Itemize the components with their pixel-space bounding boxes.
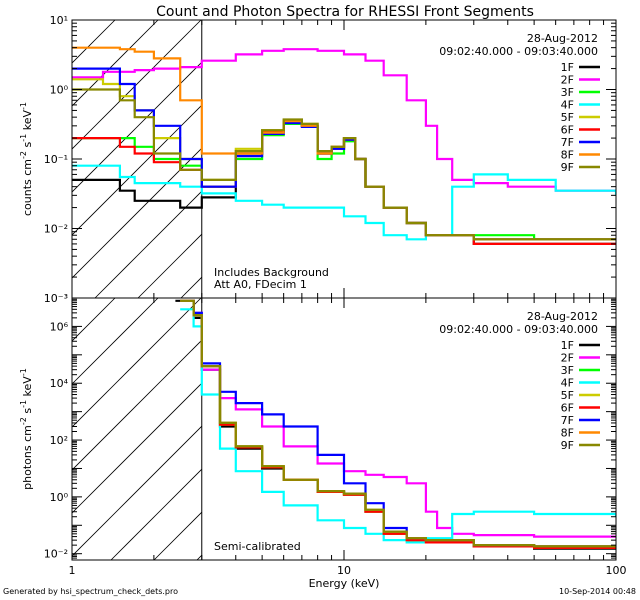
counts-y-axis: 10⁻³ 10⁻² 10⁻¹ 10⁰ 10¹ — [44, 14, 616, 305]
photons-series-6F — [180, 299, 616, 549]
counts-legend-label-2F: 2F — [561, 74, 574, 87]
photons-x-tick-label: 100 — [606, 564, 627, 577]
photons-legend-label-6F: 6F — [561, 402, 574, 415]
counts-hatch-line — [396, 20, 640, 298]
counts-legend-label-5F: 5F — [561, 111, 574, 124]
counts-y-axis-label: counts cm-2 s-1 keV-1 — [19, 102, 34, 216]
counts-hatch-line — [72, 20, 159, 107]
photons-hatch-line — [72, 298, 159, 385]
counts-y-tick-label: 10⁰ — [50, 84, 69, 97]
counts-y-tick-label: 10⁻¹ — [44, 153, 68, 166]
photons-legend-label-8F: 8F — [561, 427, 574, 440]
counts-hatch-line — [137, 233, 202, 298]
counts-series-2F — [72, 48, 616, 192]
photons-hatch-line — [110, 468, 202, 560]
photons-hatch-line — [240, 298, 502, 560]
photons-y-axis-label: photons cm-2 s-1 keV-1 — [19, 368, 34, 490]
counts-legend-label-4F: 4F — [561, 99, 574, 112]
counts-annotation: Includes Background — [214, 266, 329, 279]
photons-y-axis: 10⁻² 10⁰ 10² 10⁴ 10⁶ — [44, 298, 616, 561]
counts-date-label: 28-Aug-2012 — [527, 32, 598, 45]
photons-series-5F — [180, 299, 616, 549]
photons-hatch-line — [72, 298, 73, 299]
counts-legend-label-7F: 7F — [561, 136, 574, 149]
counts-x-axis — [71, 20, 605, 298]
photons-y-tick-label: 10⁴ — [50, 377, 69, 390]
counts-series-group — [72, 46, 616, 245]
photons-series-3F — [180, 299, 616, 548]
counts-legend-label-8F: 8F — [561, 149, 574, 162]
photons-hatch-line — [153, 511, 202, 560]
photons-series-4F — [180, 308, 616, 544]
counts-y-tick-label: 10¹ — [50, 14, 68, 27]
footer-generated-by: Generated by hsi_spectrum_check_dets.pro — [3, 587, 178, 596]
photons-legend-label-7F: 7F — [561, 414, 574, 427]
photons-hatch-line — [369, 298, 631, 560]
counts-y-tick-label: 10⁻² — [44, 223, 68, 236]
counts-annotation: Att A0, FDecim 1 — [214, 278, 307, 291]
counts-legend-label-9F: 9F — [561, 161, 574, 174]
photons-series-group — [175, 299, 616, 550]
counts-time-range-label: 09:02:40.000 - 09:03:40.000 — [439, 45, 598, 58]
counts-legend-label-6F: 6F — [561, 124, 574, 137]
photons-hatch-line — [72, 298, 116, 342]
photons-legend-label-2F: 2F — [561, 352, 574, 365]
photons-y-tick-label: 10⁰ — [50, 491, 69, 504]
photons-x-tick-label: 1 — [69, 564, 76, 577]
counts-legend-label-1F: 1F — [561, 61, 574, 74]
photons-hatch-line — [72, 425, 202, 557]
photons-x-axis-label: Energy (keV) — [309, 577, 380, 590]
photons-hatch-line — [72, 339, 202, 471]
photons-panel: 1 10 100 10⁻² 10⁰ 10² 10⁴ 10⁶ photons cm-2 s-1 k… — [19, 297, 640, 590]
photons-series-7F — [180, 299, 616, 548]
photons-series-1F — [175, 299, 616, 550]
photons-series-9F — [180, 299, 616, 548]
counts-hatch-line — [72, 20, 202, 150]
photons-hatch-line — [326, 298, 588, 560]
photons-y-tick-label: 10² — [50, 434, 68, 447]
counts-series-9F — [72, 88, 616, 241]
photons-series-8F — [180, 299, 616, 548]
counts-y-tick-label: 10⁻³ — [44, 292, 68, 305]
counts-legend-label-3F: 3F — [561, 86, 574, 99]
photons-y-tick-label: 10⁻² — [44, 548, 68, 561]
photons-annotation: Semi-calibrated — [214, 540, 301, 553]
chart-title: Count and Photon Spectra for RHESSI Fron… — [156, 4, 534, 20]
photons-legend-label-1F: 1F — [561, 339, 574, 352]
photons-time-range-label: 09:02:40.000 - 09:03:40.000 — [439, 323, 598, 336]
photons-hatch-line — [412, 298, 640, 560]
photons-legend-label-5F: 5F — [561, 389, 574, 402]
counts-hatch-line — [353, 20, 631, 298]
counts-hatch-line — [72, 104, 202, 236]
footer-timestamp: 10-Sep-2014 00:48 — [559, 587, 636, 596]
photons-y-tick-label: 10⁶ — [50, 320, 69, 333]
photons-x-axis: 1 10 100 — [69, 298, 627, 577]
photons-legend-label-4F: 4F — [561, 377, 574, 390]
photons-legend-label-3F: 3F — [561, 364, 574, 377]
counts-hatch-line — [267, 20, 545, 298]
photons-hatch-line — [72, 382, 202, 514]
photons-hatch-line — [72, 298, 202, 428]
photons-legend-label-9F: 9F — [561, 439, 574, 452]
photons-hatch-lines — [72, 298, 640, 560]
photons-series-2F — [184, 299, 616, 538]
counts-series-4F — [72, 164, 616, 241]
counts-hatch-line — [94, 190, 202, 298]
photons-x-tick-label: 10 — [337, 564, 351, 577]
photons-date-label: 28-Aug-2012 — [527, 310, 598, 323]
counts-panel: 10⁻³ 10⁻² 10⁻¹ 10⁰ 10¹ counts cm-2 s-1 keV-1 2… — [19, 14, 640, 305]
